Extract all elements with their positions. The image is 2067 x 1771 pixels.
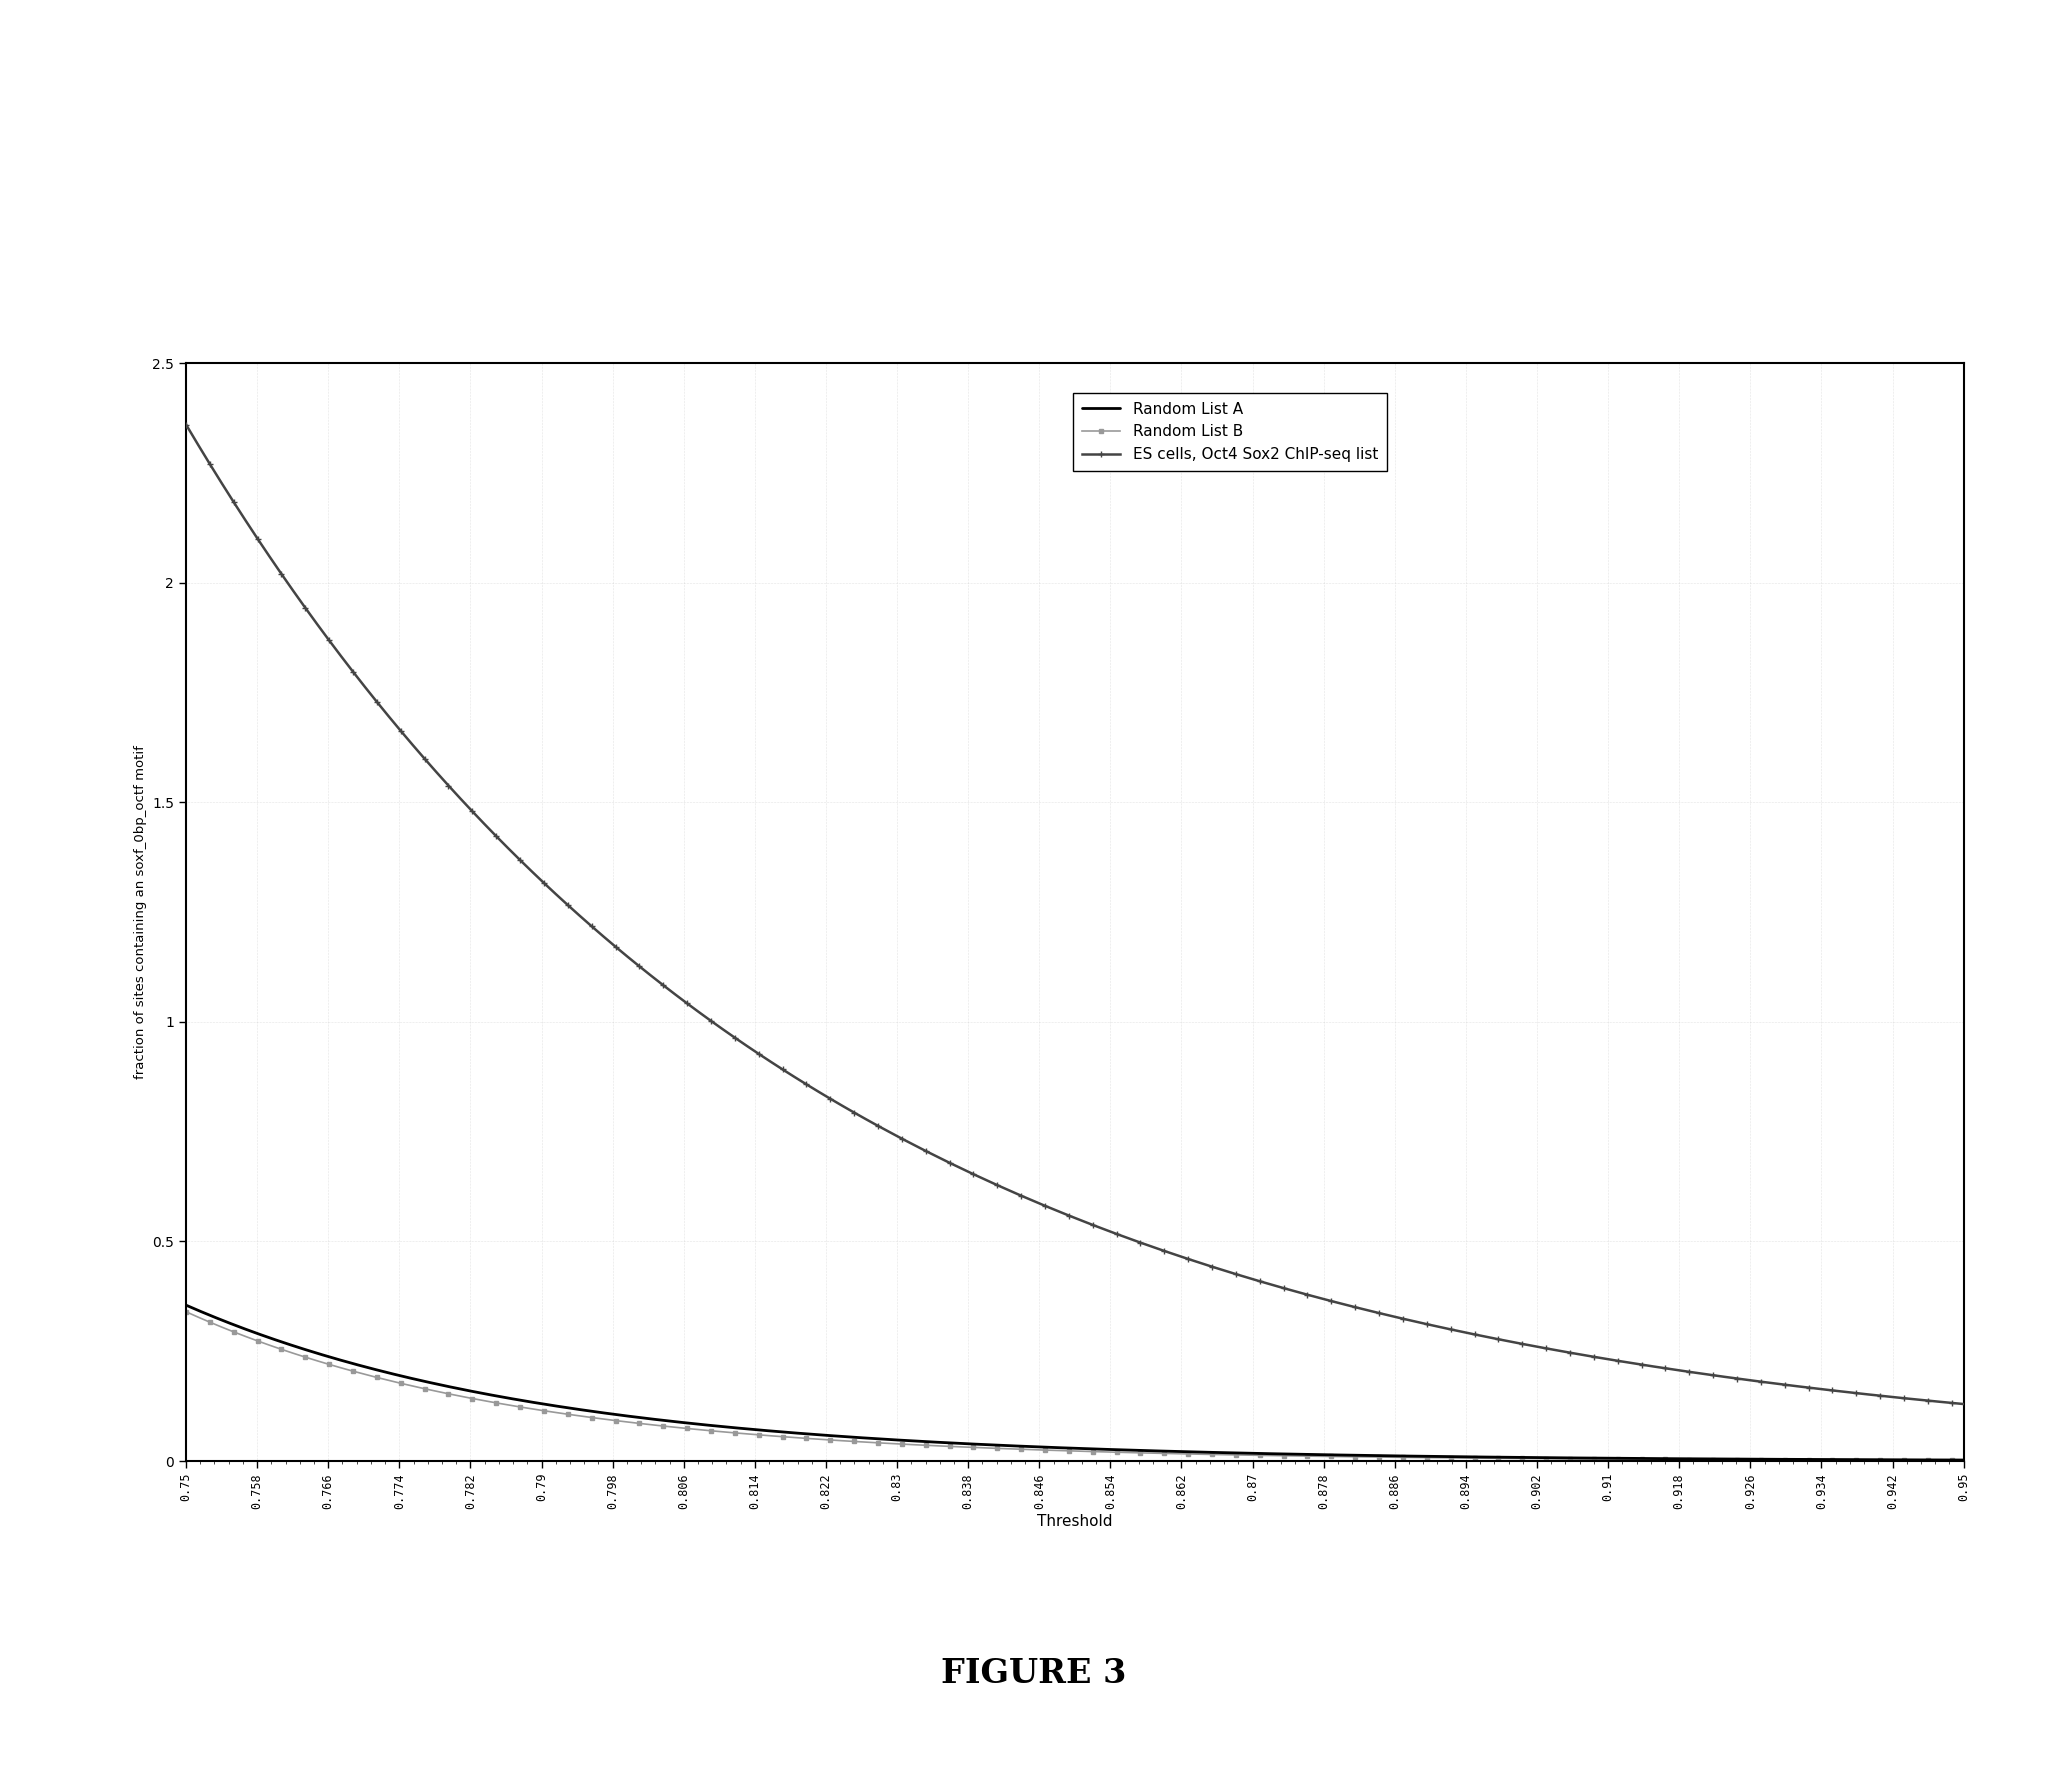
ES cells, Oct4 Sox2 ChIP-seq list	[1104, 1224, 1129, 1245]
Random List A	[630, 1408, 655, 1429]
Text: FIGURE 3: FIGURE 3	[940, 1658, 1127, 1690]
ES cells, Oct4 Sox2 ChIP-seq list	[174, 414, 198, 436]
ES cells, Oct4 Sox2 ChIP-seq list	[759, 1050, 783, 1071]
Random List B	[174, 1302, 198, 1323]
ES cells, Oct4 Sox2 ChIP-seq list	[1951, 1394, 1976, 1415]
ES cells, Oct4 Sox2 ChIP-seq list	[878, 1121, 903, 1142]
Random List B	[1104, 1442, 1129, 1463]
Random List A	[1513, 1447, 1538, 1468]
Line: Random List A: Random List A	[186, 1305, 1964, 1459]
Random List A	[488, 1387, 513, 1408]
Random List B	[1951, 1450, 1976, 1472]
Random List A	[978, 1435, 1002, 1456]
Y-axis label: fraction of sites containing an soxf_0bp_octf motif: fraction of sites containing an soxf_0bp…	[134, 746, 147, 1079]
Line: Random List B: Random List B	[184, 1311, 1966, 1463]
Random List B	[878, 1433, 903, 1454]
ES cells, Oct4 Sox2 ChIP-seq list	[1401, 1311, 1426, 1332]
ES cells, Oct4 Sox2 ChIP-seq list	[1641, 1357, 1666, 1378]
Random List A	[174, 1295, 198, 1316]
Random List B	[1641, 1449, 1666, 1470]
Random List A	[1951, 1449, 1976, 1470]
Legend: Random List A, Random List B, ES cells, Oct4 Sox2 ChIP-seq list: Random List A, Random List B, ES cells, …	[1073, 393, 1387, 471]
Random List B	[1401, 1447, 1426, 1468]
ES cells, Oct4 Sox2 ChIP-seq list	[1176, 1249, 1201, 1270]
Random List A	[1360, 1445, 1385, 1466]
Random List A	[1222, 1442, 1246, 1463]
Line: ES cells, Oct4 Sox2 ChIP-seq list: ES cells, Oct4 Sox2 ChIP-seq list	[184, 421, 1966, 1406]
X-axis label: Threshold: Threshold	[1038, 1514, 1112, 1528]
Random List B	[1176, 1443, 1201, 1465]
Random List B	[759, 1426, 783, 1447]
